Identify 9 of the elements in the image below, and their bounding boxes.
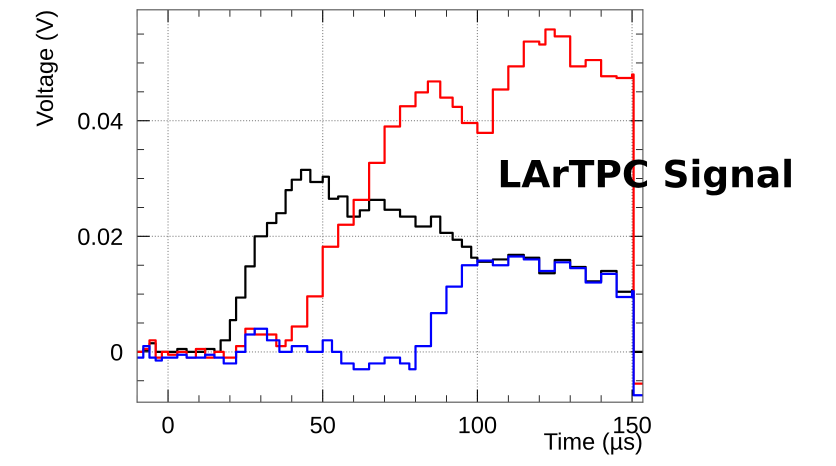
- y-axis-title: Voltage (V): [36, 11, 58, 126]
- x-tick-label: 150: [614, 416, 651, 434]
- y-tick-label: 0: [111, 344, 122, 361]
- y-tick-label: 0.04: [78, 112, 123, 130]
- x-tick-label: 0: [162, 416, 174, 434]
- x-tick-label: 50: [310, 416, 335, 434]
- y-tick-label: 0.02: [78, 228, 122, 246]
- x-tick-label: 100: [459, 416, 496, 434]
- x-axis-title: Time (µs): [544, 432, 642, 455]
